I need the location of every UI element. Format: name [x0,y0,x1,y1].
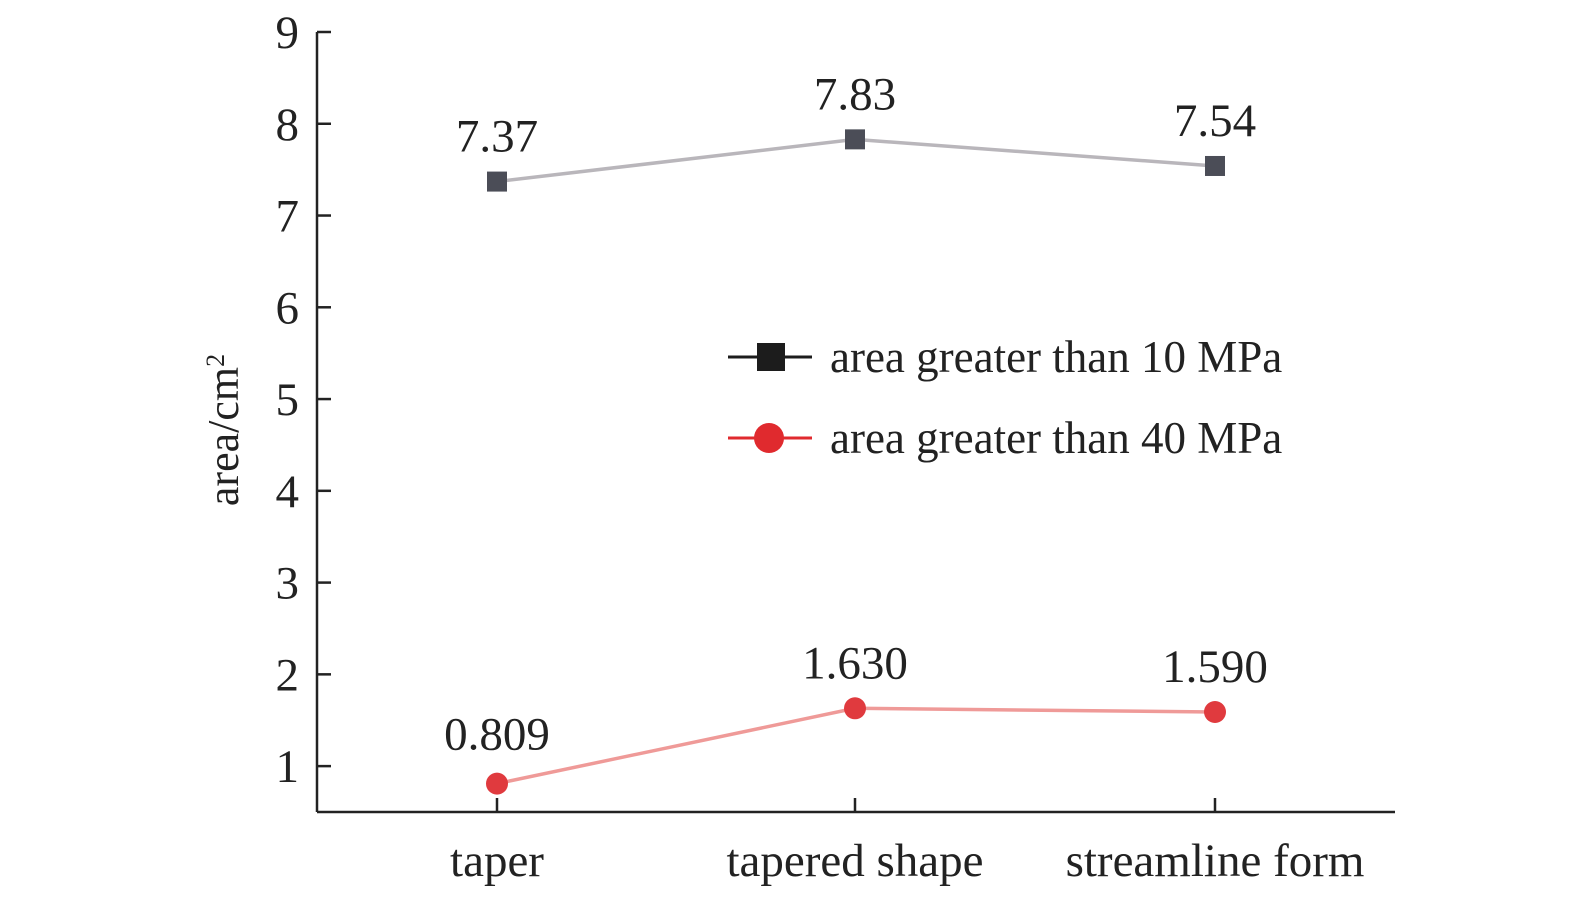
y-axis-title: area/cm2 [199,354,248,506]
x-tick-label: streamline form [1066,835,1365,887]
data-point-circle [1204,700,1226,723]
y-ticks: 1 2 3 4 5 6 7 8 9 [276,7,331,793]
series-line [496,706,1216,786]
y-tick-label: 2 [276,649,300,701]
legend-label: area greater than 10 MPa [830,332,1282,382]
data-label: 7.83 [814,68,896,120]
y-axis-title-superscript: 2 [201,354,230,367]
data-label: 7.37 [456,111,538,163]
y-tick-label: 5 [276,374,300,426]
y-tick-label: 7 [276,191,300,243]
y-tick-label: 8 [276,99,300,151]
x-ticks: taper tapered shape streamline form [450,798,1364,887]
y-axis: 1 2 3 4 5 6 7 8 9 area/cm2 [199,7,331,812]
y-tick-label: 1 [276,741,300,793]
data-label: 1.590 [1162,641,1268,693]
legend: area greater than 10 MPa area greater tha… [728,332,1282,463]
legend-marker-circle [754,423,784,453]
x-tick-label: tapered shape [726,835,983,887]
x-tick-label: taper [450,835,544,887]
y-tick-label: 9 [276,7,300,59]
data-point-circle [486,772,508,795]
y-tick-label: 4 [276,466,300,518]
series-2: 0.809 1.630 1.590 [444,637,1268,795]
x-axis: taper tapered shape streamline form [317,798,1395,887]
y-tick-label: 3 [276,558,300,610]
data-point-square [1205,155,1225,176]
legend-label: area greater than 40 MPa [830,413,1282,463]
legend-marker-square [757,343,785,371]
series-1: 7.37 7.83 7.54 [456,68,1256,192]
series-layer: 7.37 7.83 7.54 0.809 1.630 1.590 [444,68,1268,795]
data-label: 1.630 [802,637,908,689]
data-point-circle [844,697,866,720]
data-label: 0.809 [444,709,550,761]
y-tick-label: 6 [276,282,300,334]
data-label: 7.54 [1174,95,1256,147]
data-point-square [487,171,507,192]
data-point-square [845,129,865,150]
